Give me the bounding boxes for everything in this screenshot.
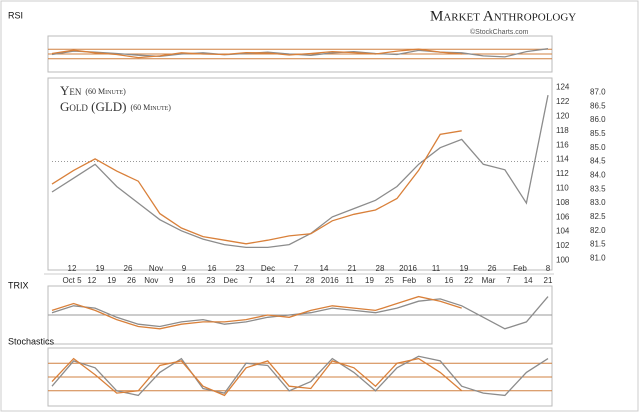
x-tick-label: Nov: [149, 264, 163, 273]
x-tick-label: 9: [169, 276, 174, 285]
x-tick-label: 21: [286, 276, 295, 285]
x-tick-label: Feb: [402, 276, 416, 285]
y2-tick-label: 82.0: [590, 226, 606, 235]
series-line: [51, 295, 462, 330]
y2-tick-label: 84.5: [590, 157, 606, 166]
x-tick-label: 19: [365, 276, 374, 285]
x-tick-label: 23: [236, 264, 245, 273]
x-tick-label: 16: [187, 276, 196, 285]
x-tick-label: 19: [460, 264, 469, 273]
x-tick-label: 21: [544, 276, 553, 285]
y2-tick-label: 82.5: [590, 212, 606, 221]
legend-interval: (60 Minute): [131, 103, 172, 112]
legend-entry: Yen (60 Minute): [60, 83, 126, 98]
x-tick-label: 16: [444, 276, 453, 285]
x-tick-label: 28: [306, 276, 315, 285]
legend-entry: Gold (GLD) (60 Minute): [60, 99, 171, 114]
y-tick-label: 112: [556, 169, 569, 178]
y-tick-label: 120: [556, 112, 570, 121]
legend-name: Yen: [60, 83, 82, 98]
x-tick-label: 11: [432, 264, 441, 273]
x-tick-label: 19: [107, 276, 116, 285]
x-tick-label: 11: [346, 276, 355, 285]
x-tick-label: 14: [266, 276, 275, 285]
x-tick-label: 19: [96, 264, 105, 273]
y2-tick-label: 84.0: [590, 170, 606, 179]
x-tick-label: Dec: [261, 264, 275, 273]
x-tick-label: 14: [524, 276, 533, 285]
x-tick-label: Dec: [224, 276, 238, 285]
y-tick-label: 102: [556, 241, 570, 250]
x-tick-label: 14: [320, 264, 329, 273]
panel-title: TRIX: [8, 280, 29, 290]
source: ©StockCharts.com: [470, 28, 529, 36]
x-tick-label: 23: [206, 276, 215, 285]
x-tick-label: 9: [182, 264, 187, 273]
y-tick-label: 114: [556, 155, 569, 164]
x-tick-label: 7: [506, 276, 511, 285]
series-line: [51, 94, 549, 249]
x-tick-label: 26: [127, 276, 136, 285]
x-tick-label: 26: [488, 264, 497, 273]
x-tick-label: Oct 5: [62, 276, 82, 285]
x-tick-label: 25: [385, 276, 394, 285]
y-tick-label: 104: [556, 227, 570, 236]
page-title: Market Anthropology: [430, 8, 576, 24]
y2-tick-label: 85.0: [590, 143, 606, 152]
y-tick-label: 118: [556, 126, 569, 135]
y-tick-label: 100: [556, 256, 570, 265]
x-tick-label: 2016: [321, 276, 339, 285]
x-tick-label: Mar: [482, 276, 496, 285]
x-tick-label: 12: [68, 264, 77, 273]
x-tick-label: 2016: [399, 264, 417, 273]
y2-tick-label: 83.5: [590, 184, 606, 193]
y-tick-label: 122: [556, 97, 570, 106]
y-tick-label: 108: [556, 198, 570, 207]
series-line: [51, 355, 549, 397]
x-tick-label: 7: [248, 276, 253, 285]
y2-tick-label: 81.0: [590, 254, 606, 263]
x-tick-label: 8: [427, 276, 432, 285]
y-tick-label: 124: [556, 83, 570, 92]
y2-tick-label: 86.0: [590, 115, 606, 124]
y-tick-label: 116: [556, 140, 569, 149]
x-tick-label: 28: [376, 264, 385, 273]
x-tick-label: Feb: [513, 264, 527, 273]
y2-tick-label: 87.0: [590, 87, 606, 96]
x-tick-label: 8: [546, 264, 551, 273]
panel-title: RSI: [8, 10, 23, 20]
y2-tick-label: 83.0: [590, 198, 606, 207]
x-tick-label: 12: [87, 276, 96, 285]
x-tick-label: Nov: [144, 276, 158, 285]
y2-tick-label: 86.5: [590, 101, 606, 110]
x-tick-label: 7: [294, 264, 299, 273]
panel-title: Stochastics: [8, 336, 55, 346]
legend-interval: (60 Minute): [85, 87, 126, 96]
legend-name: Gold (GLD): [60, 99, 127, 114]
y-tick-label: 106: [556, 212, 570, 221]
series-line: [51, 48, 462, 59]
y-tick-label: 110: [556, 184, 569, 193]
y2-tick-label: 85.5: [590, 129, 606, 138]
series-line: [51, 357, 463, 397]
panel-border: [47, 77, 553, 271]
x-tick-label: 22: [464, 276, 473, 285]
y2-tick-label: 81.5: [590, 240, 606, 249]
x-tick-label: 26: [124, 264, 133, 273]
x-tick-label: 16: [208, 264, 217, 273]
series-line: [51, 130, 462, 245]
x-tick-label: 21: [348, 264, 357, 273]
